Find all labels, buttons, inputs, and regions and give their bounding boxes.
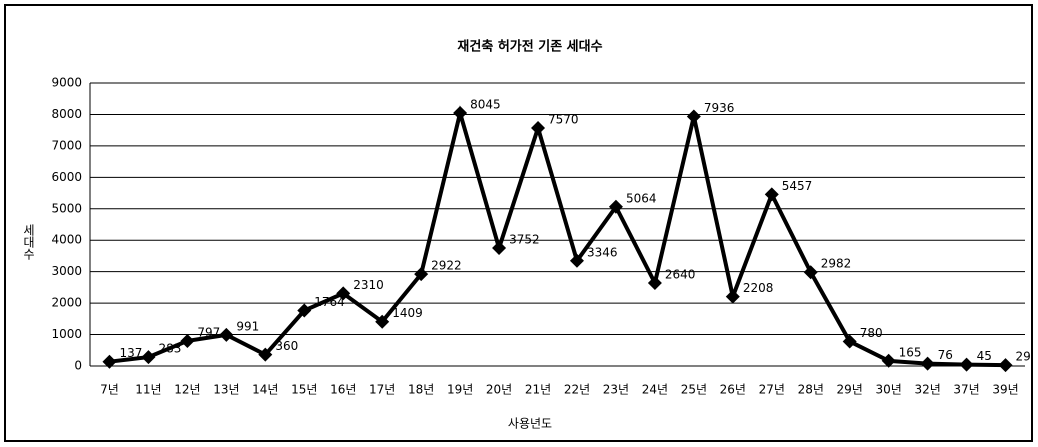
data-point bbox=[686, 109, 701, 124]
data-point bbox=[569, 253, 584, 268]
data-point bbox=[881, 353, 896, 368]
x-tick-label: 15년 bbox=[291, 383, 317, 397]
x-tick-label: 20년 bbox=[486, 383, 512, 397]
data-point bbox=[842, 334, 857, 349]
data-point bbox=[453, 106, 468, 121]
data-label: 76 bbox=[938, 348, 953, 362]
y-tick-label: 6000 bbox=[51, 170, 82, 184]
x-tick-label: 28년 bbox=[798, 383, 824, 397]
data-line bbox=[109, 105, 1006, 368]
data-label: 991 bbox=[236, 319, 259, 333]
chart-frame bbox=[4, 4, 1033, 442]
x-tick-label: 16년 bbox=[330, 383, 356, 397]
x-tick-label: 18년 bbox=[408, 383, 434, 397]
data-label: 2982 bbox=[821, 257, 852, 271]
data-label: 780 bbox=[860, 326, 883, 340]
data-label: 2310 bbox=[353, 278, 384, 292]
y-tick-label: 4000 bbox=[51, 233, 82, 247]
data-point bbox=[219, 327, 234, 342]
x-axis-label: 사용년도 bbox=[508, 417, 552, 431]
data-point bbox=[180, 333, 195, 348]
y-tick-label: 3000 bbox=[51, 264, 82, 278]
x-tick-label: 24년 bbox=[642, 383, 668, 397]
x-tick-label: 17년 bbox=[369, 383, 395, 397]
y-tick-label: 7000 bbox=[51, 138, 82, 152]
x-tick-label: 19년 bbox=[447, 383, 473, 397]
data-point bbox=[998, 358, 1013, 373]
x-tick-label: 27년 bbox=[759, 383, 785, 397]
y-tick-label: 5000 bbox=[51, 201, 82, 215]
data-point bbox=[492, 241, 507, 256]
x-tick-label: 14년 bbox=[252, 383, 278, 397]
data-label: 165 bbox=[899, 345, 922, 359]
data-point bbox=[725, 289, 740, 304]
data-label: 2208 bbox=[743, 281, 774, 295]
data-point bbox=[764, 187, 779, 202]
data-point bbox=[375, 314, 390, 329]
data-label: 797 bbox=[197, 325, 220, 339]
data-label: 7570 bbox=[548, 112, 579, 126]
y-tick-label: 1000 bbox=[51, 327, 82, 341]
data-point bbox=[608, 199, 623, 214]
data-label: 2640 bbox=[665, 267, 696, 281]
data-point bbox=[297, 303, 312, 318]
y-axis-label: 세대수 bbox=[22, 224, 36, 260]
x-tick-label: 7년 bbox=[100, 383, 119, 397]
data-label: 137 bbox=[119, 346, 142, 360]
chart-title: 재건축 허가전 기존 세대수 bbox=[457, 39, 602, 55]
data-label: 7936 bbox=[704, 101, 735, 115]
x-tick-label: 13년 bbox=[213, 383, 239, 397]
x-tick-label: 26년 bbox=[720, 383, 746, 397]
x-tick-label: 39년 bbox=[992, 383, 1018, 397]
y-tick-label: 2000 bbox=[51, 296, 82, 310]
y-tick-label: 8000 bbox=[51, 107, 82, 121]
data-label: 1409 bbox=[392, 306, 423, 320]
data-point bbox=[959, 357, 974, 372]
data-label: 8045 bbox=[470, 98, 501, 112]
data-label: 5457 bbox=[782, 179, 813, 193]
x-tick-label: 11년 bbox=[135, 383, 161, 397]
data-point bbox=[803, 265, 818, 280]
data-label: 5064 bbox=[626, 191, 657, 205]
data-point bbox=[414, 267, 429, 282]
data-label: 2922 bbox=[431, 259, 462, 273]
y-tick-label: 0 bbox=[74, 359, 82, 373]
data-point bbox=[531, 120, 546, 135]
data-label: 360 bbox=[275, 339, 298, 353]
x-tick-label: 32년 bbox=[914, 383, 940, 397]
data-point bbox=[647, 275, 662, 290]
x-tick-label: 25년 bbox=[681, 383, 707, 397]
x-tick-label: 12년 bbox=[174, 383, 200, 397]
x-tick-label: 22년 bbox=[564, 383, 590, 397]
data-label: 29 bbox=[1016, 350, 1031, 364]
data-point bbox=[102, 354, 117, 369]
data-point bbox=[141, 350, 156, 365]
data-label: 3346 bbox=[587, 245, 618, 259]
x-tick-label: 23년 bbox=[603, 383, 629, 397]
x-tick-label: 37년 bbox=[953, 383, 979, 397]
data-label: 3752 bbox=[509, 233, 540, 247]
x-tick-label: 30년 bbox=[875, 383, 901, 397]
x-tick-label: 29년 bbox=[837, 383, 863, 397]
data-point bbox=[258, 347, 273, 362]
x-tick-label: 21년 bbox=[525, 383, 551, 397]
data-point bbox=[336, 286, 351, 301]
data-label: 1764 bbox=[314, 295, 345, 309]
y-tick-label: 9000 bbox=[51, 76, 82, 90]
data-label: 283 bbox=[158, 342, 181, 356]
data-label: 45 bbox=[977, 349, 992, 363]
data-point bbox=[920, 356, 935, 371]
